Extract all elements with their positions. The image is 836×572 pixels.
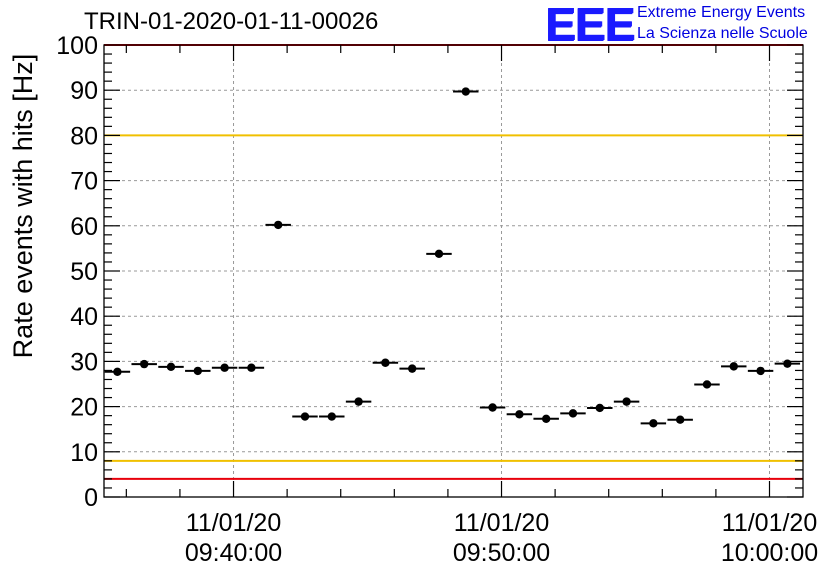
data-point (434, 249, 444, 259)
data-point (381, 358, 390, 367)
data-point (354, 397, 363, 406)
data-point (139, 359, 149, 369)
data-point (461, 87, 470, 96)
data-point (193, 366, 202, 376)
y-tick-label: 20 (70, 394, 98, 422)
y-tick-label: 70 (70, 168, 98, 196)
chart-title: TRIN-01-2020-01-11-00026 (84, 8, 379, 35)
limit-lines (104, 44, 803, 480)
data-point (702, 380, 712, 389)
data-point (649, 419, 658, 428)
y-tick-label: 100 (56, 32, 98, 60)
y-axis-label: Rate events with hits [Hz] (8, 54, 38, 359)
x-tick-label-date: 11/01/20 (454, 509, 549, 537)
y-tick-label: 30 (70, 348, 98, 376)
y-tick-label: 0 (84, 484, 98, 512)
eee-logo-mark: EEE (545, 0, 635, 50)
x-tick-label-time: 10:00:00 (721, 539, 818, 567)
y-tick-label: 60 (70, 213, 98, 241)
data-point (220, 363, 229, 372)
data-point (783, 359, 792, 368)
data-point (595, 403, 604, 413)
data-point (247, 363, 256, 372)
x-tick-label-date: 11/01/20 (722, 509, 817, 537)
data-point (541, 414, 551, 424)
data-point (273, 220, 283, 230)
y-tick-label: 80 (70, 122, 98, 150)
axes: 010203040506070809010011/01/2009:40:0011… (56, 32, 818, 567)
data-point (113, 367, 122, 376)
data-point (622, 397, 631, 406)
data-point (327, 412, 336, 421)
x-tick-label-time: 09:40:00 (185, 539, 282, 567)
grid (104, 45, 803, 497)
y-tick-label: 10 (70, 439, 98, 467)
data-point (675, 415, 685, 424)
y-tick-label: 90 (70, 77, 98, 105)
data-point (166, 362, 176, 372)
data-point (729, 362, 738, 371)
y-tick-label: 40 (70, 303, 98, 331)
data-point (488, 403, 497, 412)
data-points (104, 87, 801, 428)
y-tick-label: 50 (70, 258, 98, 286)
logo-line-2: La Scienza nelle Scuole (637, 25, 808, 42)
data-point (515, 410, 524, 419)
x-tick-label-time: 09:50:00 (453, 539, 550, 567)
logo-line-1: Extreme Energy Events (637, 4, 806, 21)
data-point (568, 409, 578, 418)
data-point (756, 366, 765, 376)
data-point (407, 364, 417, 373)
data-point (300, 412, 310, 421)
x-tick-label-date: 11/01/20 (186, 509, 281, 537)
